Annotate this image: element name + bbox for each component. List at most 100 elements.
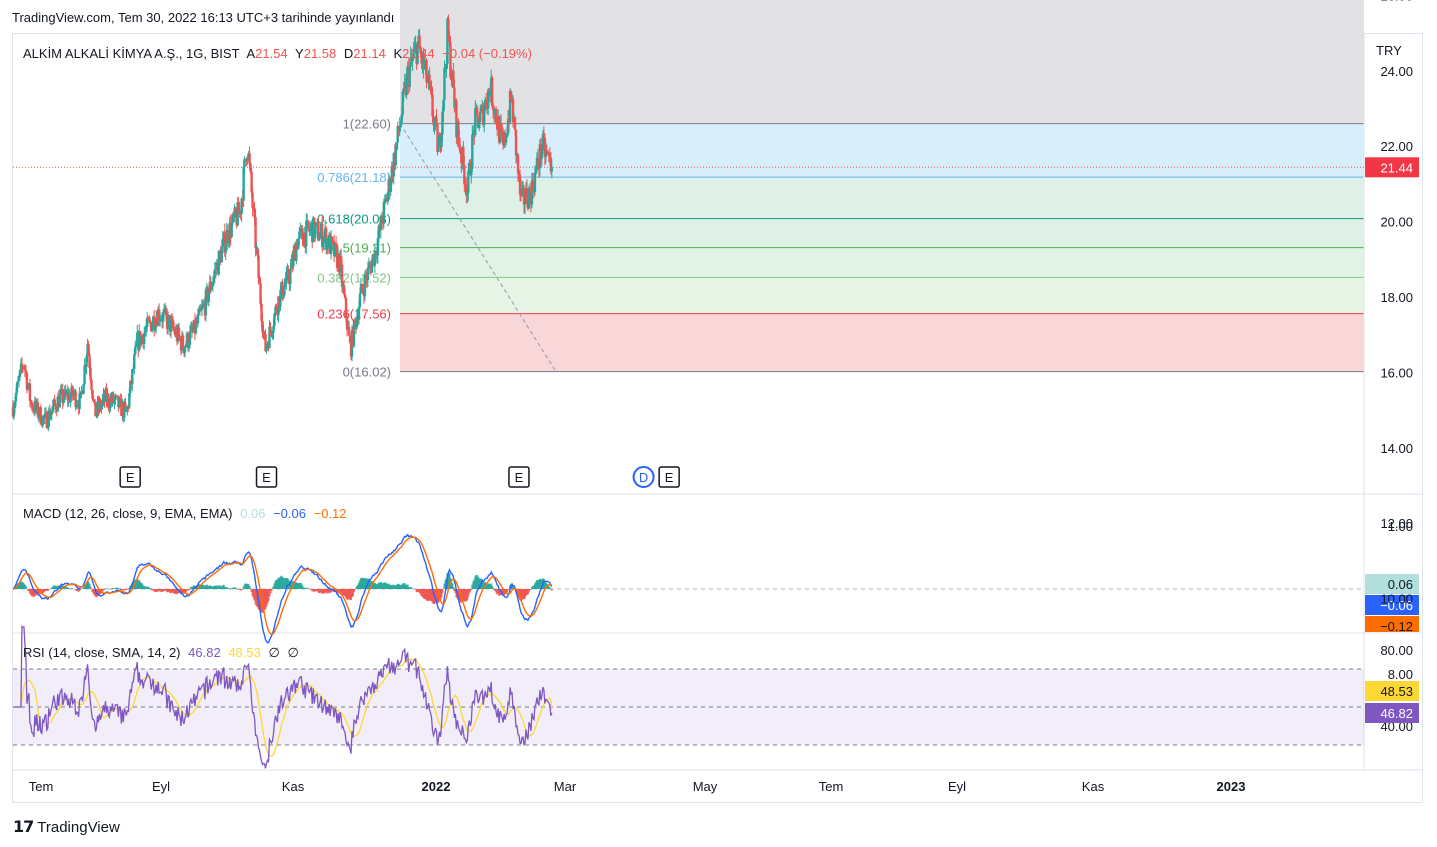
candle-body — [282, 295, 285, 299]
candle-body — [209, 281, 213, 290]
tradingview-logo[interactable]: 𝟭𝟳 TradingView — [13, 817, 120, 837]
candle-body — [224, 243, 227, 253]
macd-hist-bar — [451, 583, 454, 589]
macd-signal-badge — [1365, 616, 1419, 632]
macd-hist-bar — [241, 589, 244, 590]
price-axis: 30.0028.0026.0024.0022.0020.0018.0016.00… — [1365, 0, 1419, 682]
candle-body — [321, 241, 325, 248]
candle — [342, 280, 346, 296]
macd-hist-bar — [67, 587, 70, 589]
candle — [152, 309, 156, 337]
candle — [516, 153, 520, 183]
candle — [147, 316, 150, 321]
candle-body — [352, 319, 356, 346]
candle-body — [16, 380, 20, 383]
dividend-marker — [632, 466, 655, 488]
candle-body — [164, 308, 168, 316]
candle-body — [418, 35, 421, 49]
candle — [374, 250, 378, 260]
candle-body — [518, 174, 522, 195]
candle-body — [536, 158, 540, 167]
fib-level-label: 0.786(21.18) — [317, 170, 391, 185]
candle — [50, 410, 53, 421]
rsi-sma-badge — [1365, 681, 1419, 701]
candle-body — [69, 395, 72, 403]
candle-body — [466, 192, 469, 196]
candle-body — [199, 309, 203, 312]
rsi-tick-label: 80.00 — [1380, 643, 1413, 658]
candle-body — [17, 377, 21, 381]
candle-body — [511, 98, 515, 123]
candle-body — [36, 401, 40, 417]
candle — [485, 92, 488, 109]
tv-logo-icon: 𝟭𝟳 — [13, 819, 34, 836]
earnings-marker-label: E — [126, 470, 135, 485]
candle — [431, 86, 434, 122]
candle-body — [446, 18, 449, 64]
candle-body — [118, 398, 121, 408]
candle-body — [169, 319, 173, 332]
candle-body — [395, 142, 398, 148]
candle-body — [71, 386, 74, 397]
time-tick-label: 2022 — [422, 779, 451, 794]
candle-body — [522, 187, 526, 205]
candle-body — [339, 255, 343, 265]
low-label: D — [343, 46, 354, 61]
candle-body — [408, 66, 411, 88]
macd-pane: 1.00 0.06 −0.06 −0.12 — [12, 519, 1419, 644]
candle-body — [204, 289, 208, 316]
candle-body — [433, 121, 436, 126]
candle-body — [101, 399, 104, 405]
candle — [449, 35, 452, 80]
candle-body — [343, 294, 347, 299]
candle — [259, 277, 262, 309]
candle-body — [411, 57, 414, 61]
candle-body — [479, 111, 482, 122]
candle-body — [25, 373, 29, 390]
candle-body — [430, 87, 433, 95]
candle-body — [93, 399, 96, 403]
candle-body — [442, 99, 445, 112]
candle — [380, 211, 384, 224]
candle-body — [157, 309, 161, 321]
macd-hist-bar — [491, 585, 494, 589]
rsi-legend: RSI (14, close, SMA, 14, 2) 46.82 48.53 … — [23, 645, 303, 661]
candle — [441, 106, 444, 142]
candle — [71, 385, 74, 401]
price-tick-label: 26.00 — [1380, 0, 1413, 3]
candle-body — [386, 192, 389, 202]
candle-body — [85, 356, 88, 368]
candle — [143, 326, 146, 350]
candle-body — [37, 416, 41, 418]
candle — [401, 89, 404, 118]
candle-body — [14, 392, 18, 402]
candle-body — [249, 163, 252, 172]
candle-body — [297, 238, 300, 250]
candle-body — [422, 53, 425, 69]
macd-hist-bar — [406, 584, 409, 589]
candle — [79, 391, 82, 399]
candle — [258, 273, 261, 284]
candle — [240, 197, 243, 222]
macd-title: MACD (12, 26, close, 9, EMA, EMA) — [23, 506, 233, 521]
candle-body — [181, 335, 185, 349]
candle-body — [440, 134, 443, 148]
candle-body — [28, 383, 32, 401]
candle-body — [329, 236, 333, 254]
candle-body — [187, 344, 191, 349]
candle-body — [259, 283, 262, 304]
candle — [418, 28, 421, 49]
candle-body — [485, 99, 488, 108]
macd-tick-label: 1.00 — [1388, 519, 1413, 534]
candle-body — [158, 319, 162, 321]
candle-body — [30, 402, 34, 409]
candle-body — [242, 166, 245, 201]
candle — [194, 317, 198, 336]
candle — [61, 383, 64, 410]
candle-body — [533, 172, 537, 193]
candle — [131, 368, 134, 391]
candle-body — [459, 148, 462, 154]
candle — [109, 392, 112, 412]
